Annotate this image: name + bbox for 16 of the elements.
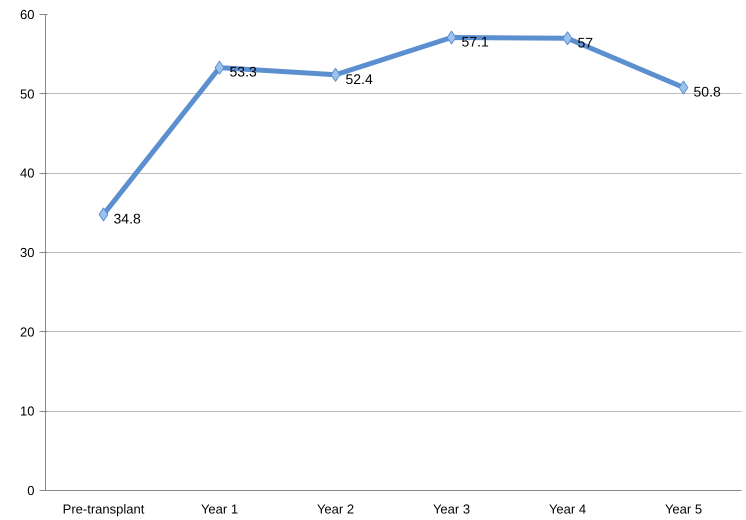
x-tick-label: Pre-transplant xyxy=(62,502,145,516)
y-tick-label: 30 xyxy=(20,245,35,260)
y-tick-label: 0 xyxy=(27,483,35,498)
x-tick-label: Year 3 xyxy=(432,502,470,516)
data-label: 50.8 xyxy=(694,83,721,100)
y-tick-label: 40 xyxy=(20,166,35,181)
data-label: 34.8 xyxy=(114,210,141,226)
x-tick-label: Year 2 xyxy=(316,502,354,516)
y-tick-label: 50 xyxy=(20,86,35,102)
y-tick-label: 20 xyxy=(20,324,35,340)
y-tick-label: 10 xyxy=(20,404,35,419)
y-tick-label: 60 xyxy=(20,7,35,22)
x-tick-label: Year 5 xyxy=(664,502,702,516)
x-tick-label: Year 1 xyxy=(200,502,238,516)
data-label: 52.4 xyxy=(346,70,373,87)
x-tick-label: Year 4 xyxy=(548,502,586,516)
